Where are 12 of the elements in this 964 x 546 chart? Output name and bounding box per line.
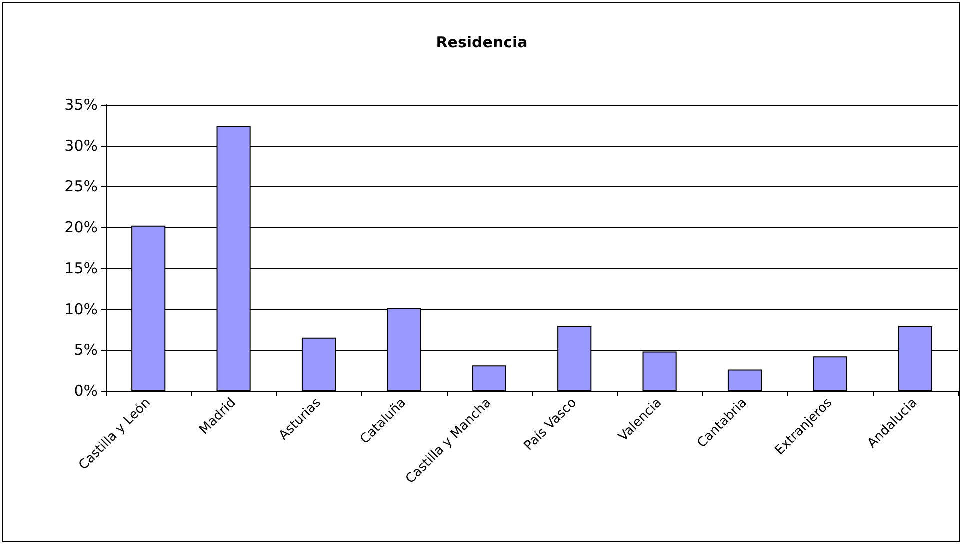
y-tick-label: 35% xyxy=(64,96,98,114)
y-tick-label: 10% xyxy=(64,300,98,318)
y-tick-label: 30% xyxy=(64,136,98,155)
y-tick-label: 25% xyxy=(64,178,98,196)
bar xyxy=(472,366,506,391)
bar xyxy=(813,356,848,391)
y-tick-label: 15% xyxy=(64,259,98,278)
y-tick-label: 20% xyxy=(64,218,98,237)
y-tick-label: 5% xyxy=(74,341,98,360)
y-tick-label: 0% xyxy=(74,382,98,400)
chart-title: Residencia xyxy=(436,34,528,52)
bar xyxy=(728,370,762,391)
